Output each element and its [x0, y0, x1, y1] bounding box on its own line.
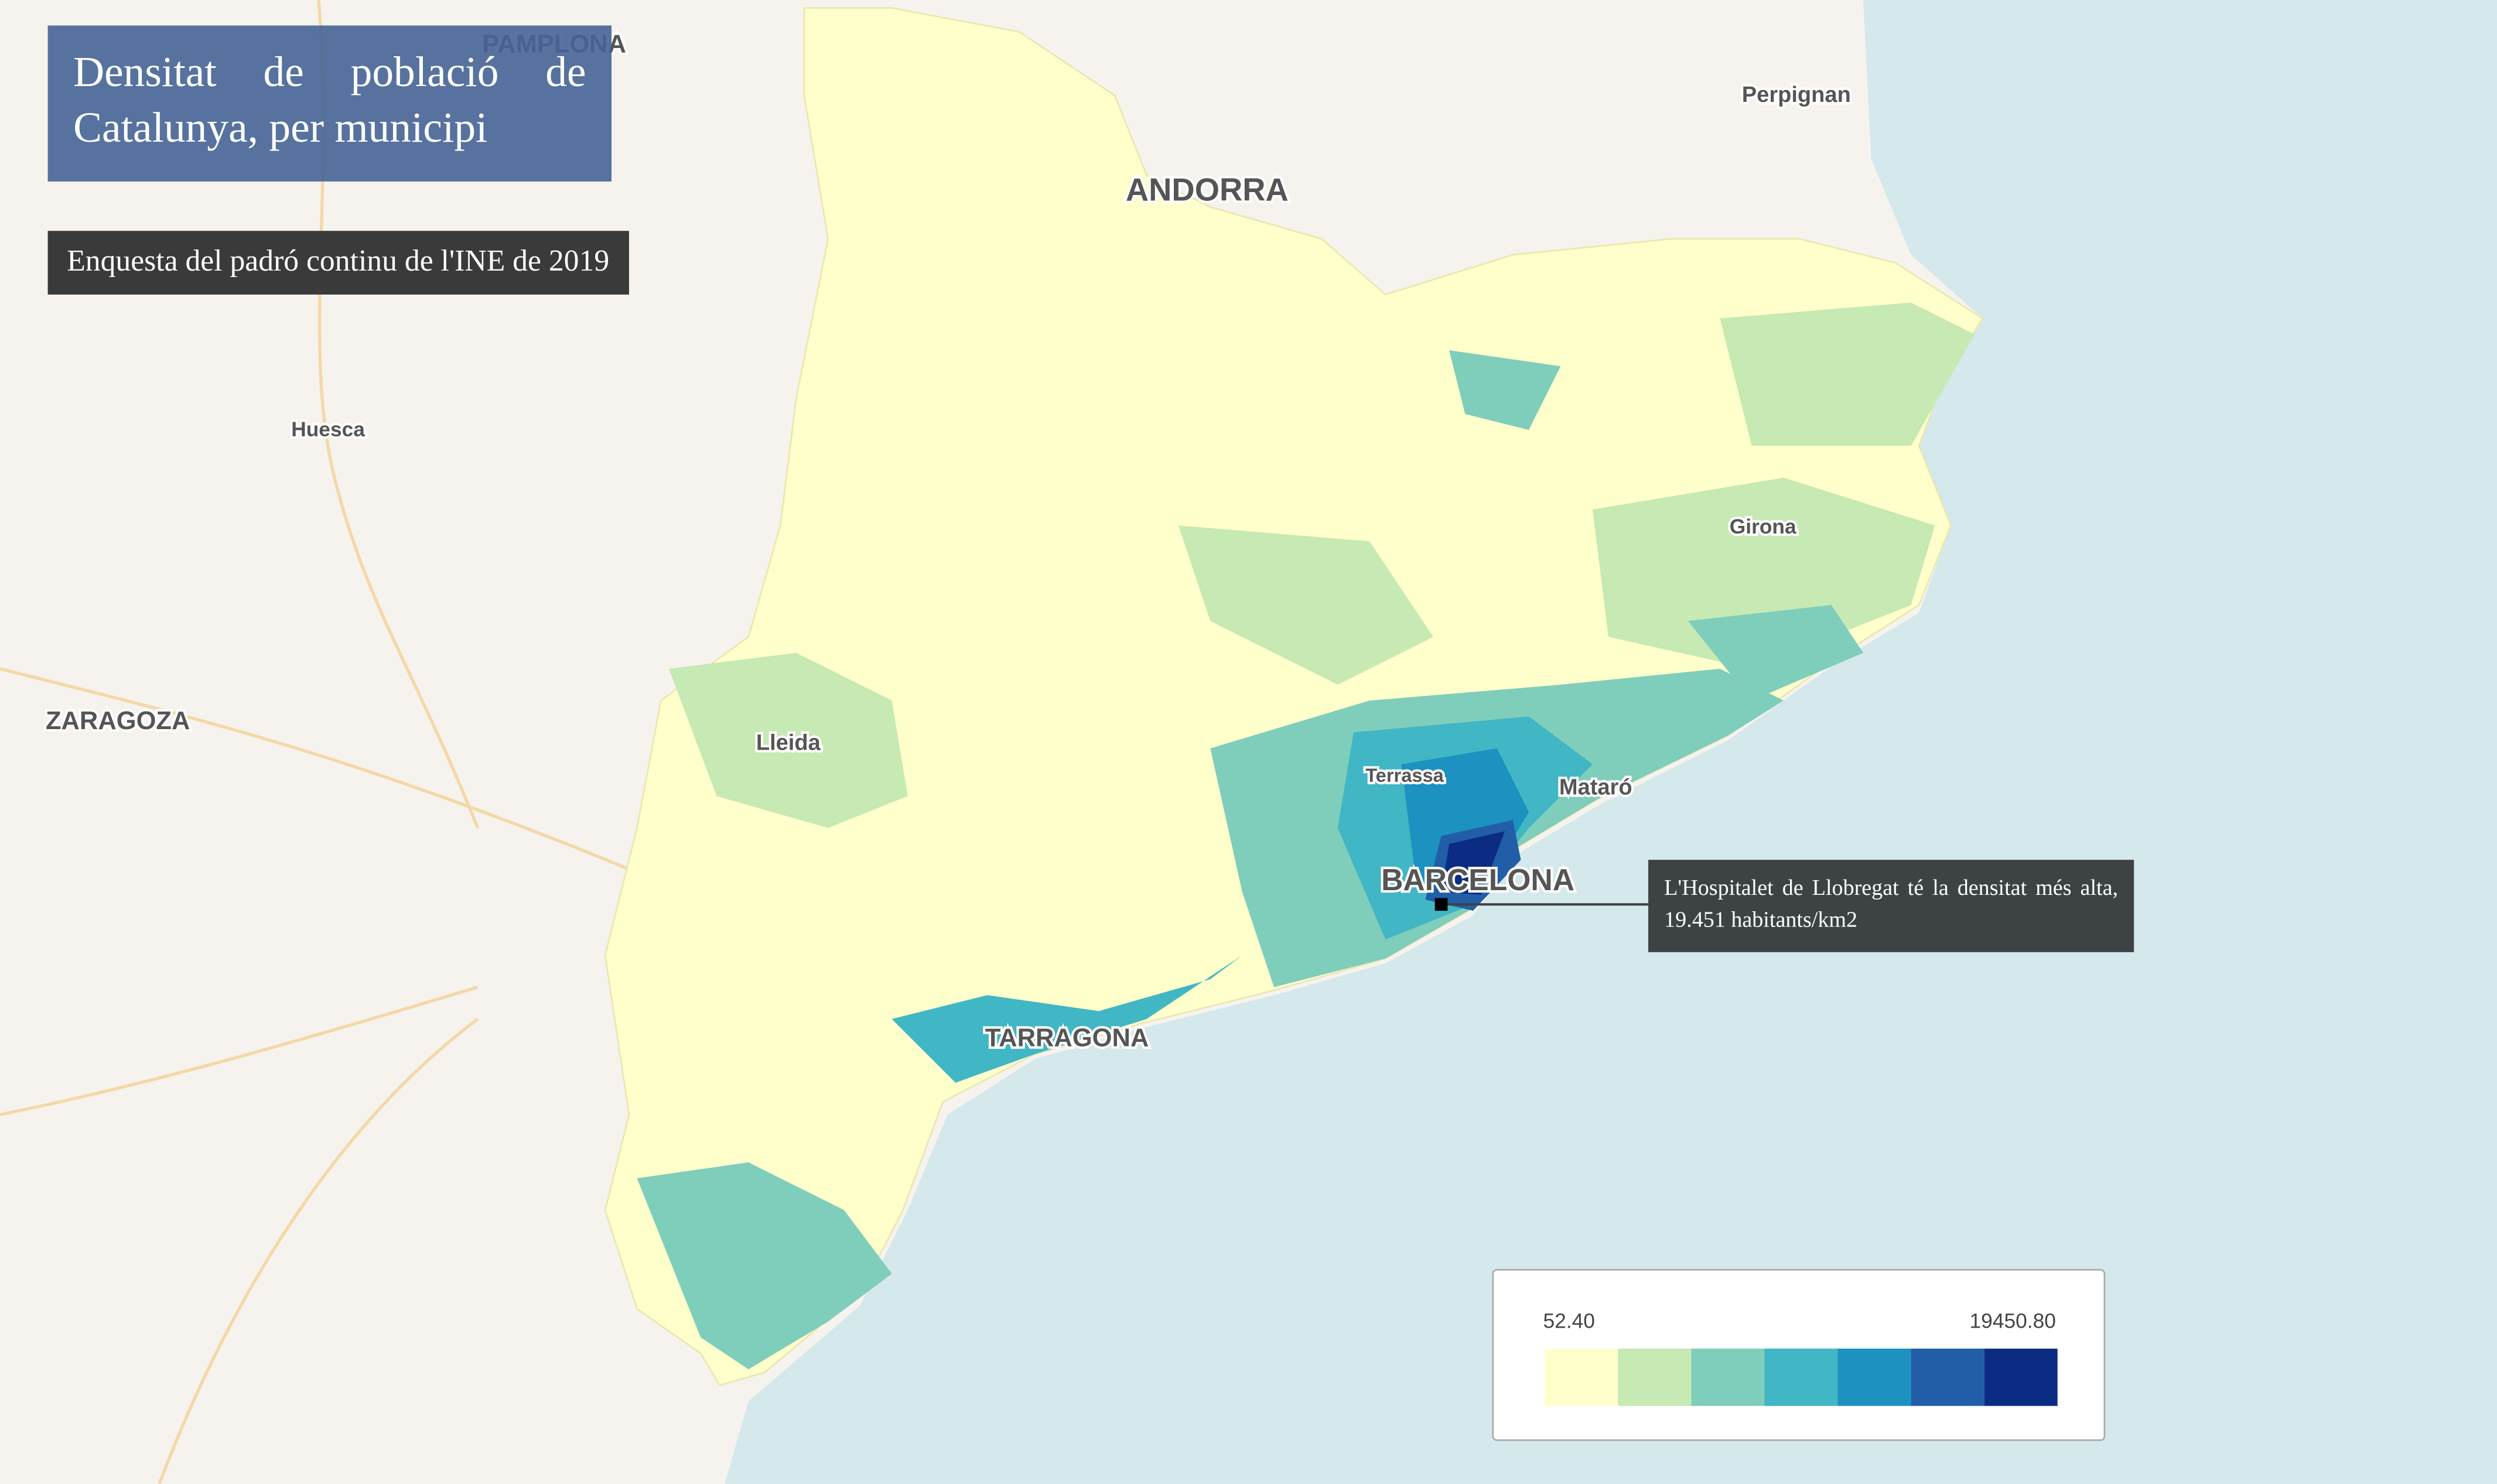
- legend-max-label: 19450.80: [1969, 1308, 2056, 1333]
- legend-swatch: [1545, 1348, 1618, 1406]
- place-labels: PAMPLONAPerpignanANDORRAHuescaZARAGOZALl…: [43, 28, 1853, 1055]
- legend-swatch: [1691, 1348, 1765, 1406]
- legend-swatch: [1618, 1348, 1692, 1406]
- legend-swatch: [1984, 1348, 2058, 1406]
- legend-swatch: [1911, 1348, 1984, 1406]
- place-label: Mataró: [1559, 775, 1632, 800]
- legend-swatch: [1837, 1348, 1911, 1406]
- place-label: BARCELONA: [1381, 863, 1574, 897]
- place-label: Lleida: [756, 731, 821, 755]
- legend-swatch: [1764, 1348, 1838, 1406]
- place-label: ANDORRA: [1126, 172, 1289, 208]
- place-label: TARRAGONA: [985, 1024, 1149, 1052]
- place-label: ZARAGOZA: [46, 707, 190, 735]
- place-label: Perpignan: [1742, 83, 1851, 107]
- map-subtitle: Enquesta del padró continu de l'INE de 2…: [47, 231, 628, 295]
- place-label: Girona: [1730, 515, 1796, 538]
- legend: 52.40 19450.80: [1492, 1268, 2106, 1441]
- density-areas: [637, 302, 1975, 1370]
- annotation-point: [1434, 898, 1448, 911]
- sea: [725, 0, 2497, 1484]
- legend-min-label: 52.40: [1543, 1308, 1596, 1333]
- annotation: L'Hospitalet de Llobregat té la densitat…: [1648, 860, 2134, 952]
- map-title: Densitat de població de Catalunya, per m…: [47, 25, 612, 182]
- place-label: Terrassa: [1365, 764, 1444, 786]
- place-label: Huesca: [291, 418, 365, 441]
